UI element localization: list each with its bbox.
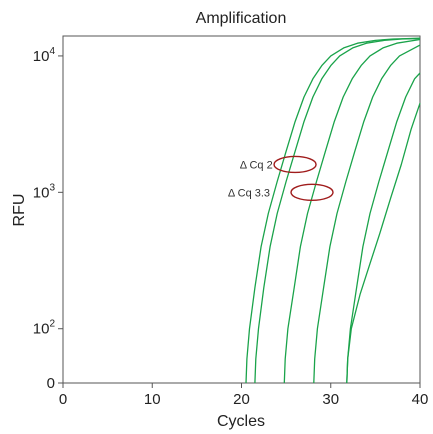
series-line-4 <box>314 45 420 383</box>
plot-frame <box>63 36 420 383</box>
series-line-6 <box>347 103 420 383</box>
annotation-label-2: Δ Cq 3.3 <box>228 187 270 199</box>
tick-layer: 0 10 20 30 40 0 102 103 104 <box>33 46 429 408</box>
series-line-3 <box>284 40 420 384</box>
y-tick-label-3: 104 <box>33 46 56 65</box>
x-tick-label-10: 10 <box>144 391 161 408</box>
y-tick-label-2: 103 <box>33 182 56 201</box>
x-tick-label-30: 30 <box>322 391 339 408</box>
x-tick-label-0: 0 <box>59 391 67 408</box>
x-tick-label-40: 40 <box>412 391 429 408</box>
x-tick-label-20: 20 <box>233 391 250 408</box>
annotation-ellipse-1 <box>274 156 316 172</box>
y-tick-label-0: 0 <box>47 375 55 392</box>
series-layer <box>246 38 420 383</box>
series-line-1 <box>246 38 420 383</box>
y-tick-label-1: 102 <box>33 319 56 338</box>
series-line-5 <box>347 73 420 383</box>
y-axis-title: RFU <box>11 194 28 227</box>
annotation-label-1: Δ Cq 2 <box>240 159 273 171</box>
chart-title: Amplification <box>196 10 287 27</box>
x-axis-title: Cycles <box>217 413 265 430</box>
